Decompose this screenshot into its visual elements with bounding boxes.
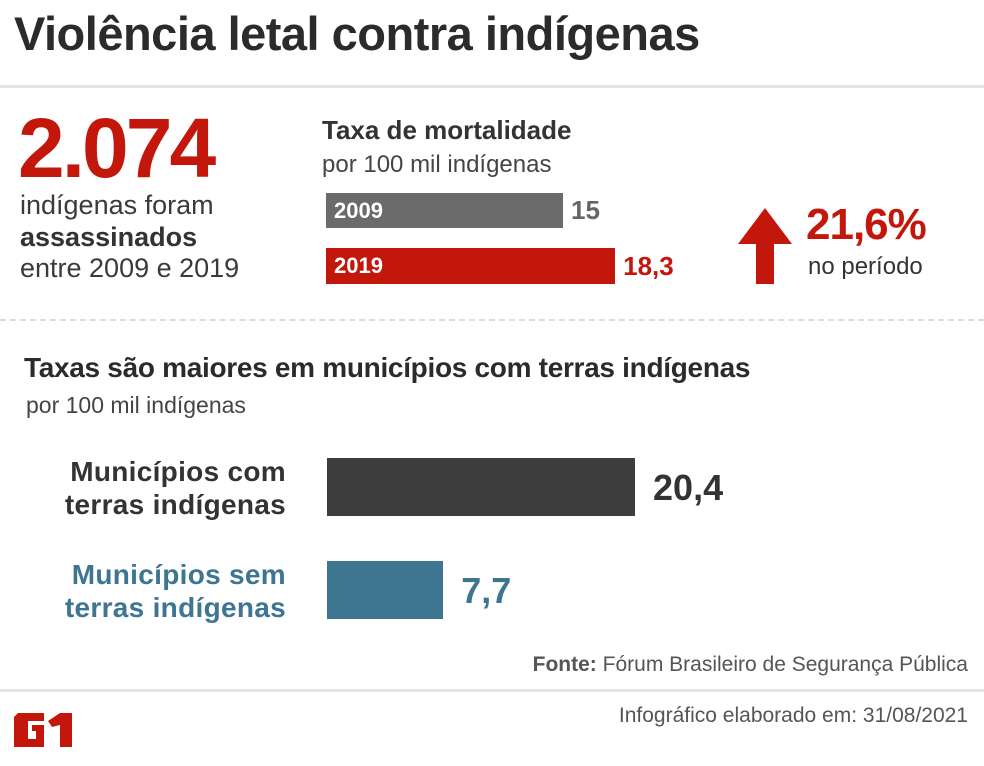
value-label-2019: 18,3 xyxy=(623,251,674,281)
divider xyxy=(0,85,984,88)
value-label-com: 20,4 xyxy=(653,467,724,508)
value-label-sem: 7,7 xyxy=(461,570,512,611)
bar-com-terras xyxy=(327,458,636,516)
bar-2019: 2019 xyxy=(326,248,616,284)
highlight-line1: indígenas foram xyxy=(20,190,214,220)
made-date: Infográfico elaborado em: 31/08/2021 xyxy=(618,704,968,727)
g1-logo xyxy=(14,713,72,747)
source-label: Fonte: xyxy=(532,653,597,676)
source-text: Fórum Brasileiro de Segurança Pública xyxy=(602,653,968,676)
chart1-title: Taxa de mortalidade xyxy=(322,115,572,145)
bar-2009: 2009 xyxy=(326,193,563,228)
category-line: terras indígenas xyxy=(64,592,286,623)
category-line: Municípios sem xyxy=(71,559,286,590)
change-percent: 21,6% xyxy=(806,200,927,249)
category-line: Municípios com xyxy=(70,456,286,487)
dashed-divider xyxy=(0,319,984,321)
chart2-title: Taxas são maiores em municípios com terr… xyxy=(24,352,751,383)
category-line: terras indígenas xyxy=(64,489,286,520)
category-label-sem: Municípios sem terras indígenas xyxy=(65,558,286,624)
value-label-2009: 15 xyxy=(571,195,600,225)
bar-sem-terras xyxy=(327,561,444,619)
total-number: 2.074 xyxy=(18,101,216,195)
highlight-line2: assassinados xyxy=(20,222,198,252)
bar-label: 2009 xyxy=(334,197,383,223)
page-title: Violência letal contra indígenas xyxy=(14,7,700,60)
change-label: no período xyxy=(808,253,923,280)
arrow-up-icon xyxy=(738,208,792,284)
bar-label: 2019 xyxy=(334,253,383,278)
category-label-com: Municípios com terras indígenas xyxy=(65,455,286,521)
divider xyxy=(0,689,984,692)
source: Fonte: Fórum Brasileiro de Segurança Púb… xyxy=(533,653,968,677)
chart2-subtitle: por 100 mil indígenas xyxy=(26,392,246,418)
highlight-line3: entre 2009 e 2019 xyxy=(20,253,240,283)
chart1-subtitle: por 100 mil indígenas xyxy=(322,151,552,178)
